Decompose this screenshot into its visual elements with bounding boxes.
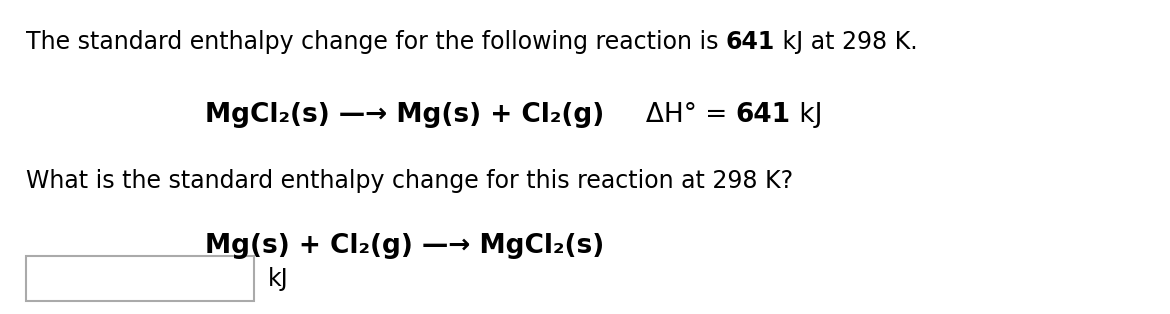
Text: Mg(s) + Cl₂(g) —→ MgCl₂(s): Mg(s) + Cl₂(g) —→ MgCl₂(s) — [205, 234, 604, 259]
Text: 641: 641 — [725, 30, 775, 54]
Text: The standard enthalpy change for the following reaction is: The standard enthalpy change for the fol… — [26, 30, 725, 54]
Text: kJ at 298 K.: kJ at 298 K. — [775, 30, 917, 54]
Text: 641: 641 — [736, 102, 791, 127]
Text: MgCl₂(s) —→ Mg(s) + Cl₂(g): MgCl₂(s) —→ Mg(s) + Cl₂(g) — [205, 102, 604, 127]
FancyBboxPatch shape — [26, 256, 254, 301]
Text: ΔH° =: ΔH° = — [604, 102, 736, 127]
Text: kJ: kJ — [268, 267, 289, 291]
Text: What is the standard enthalpy change for this reaction at 298 K?: What is the standard enthalpy change for… — [26, 169, 793, 192]
Text: kJ: kJ — [791, 102, 823, 127]
